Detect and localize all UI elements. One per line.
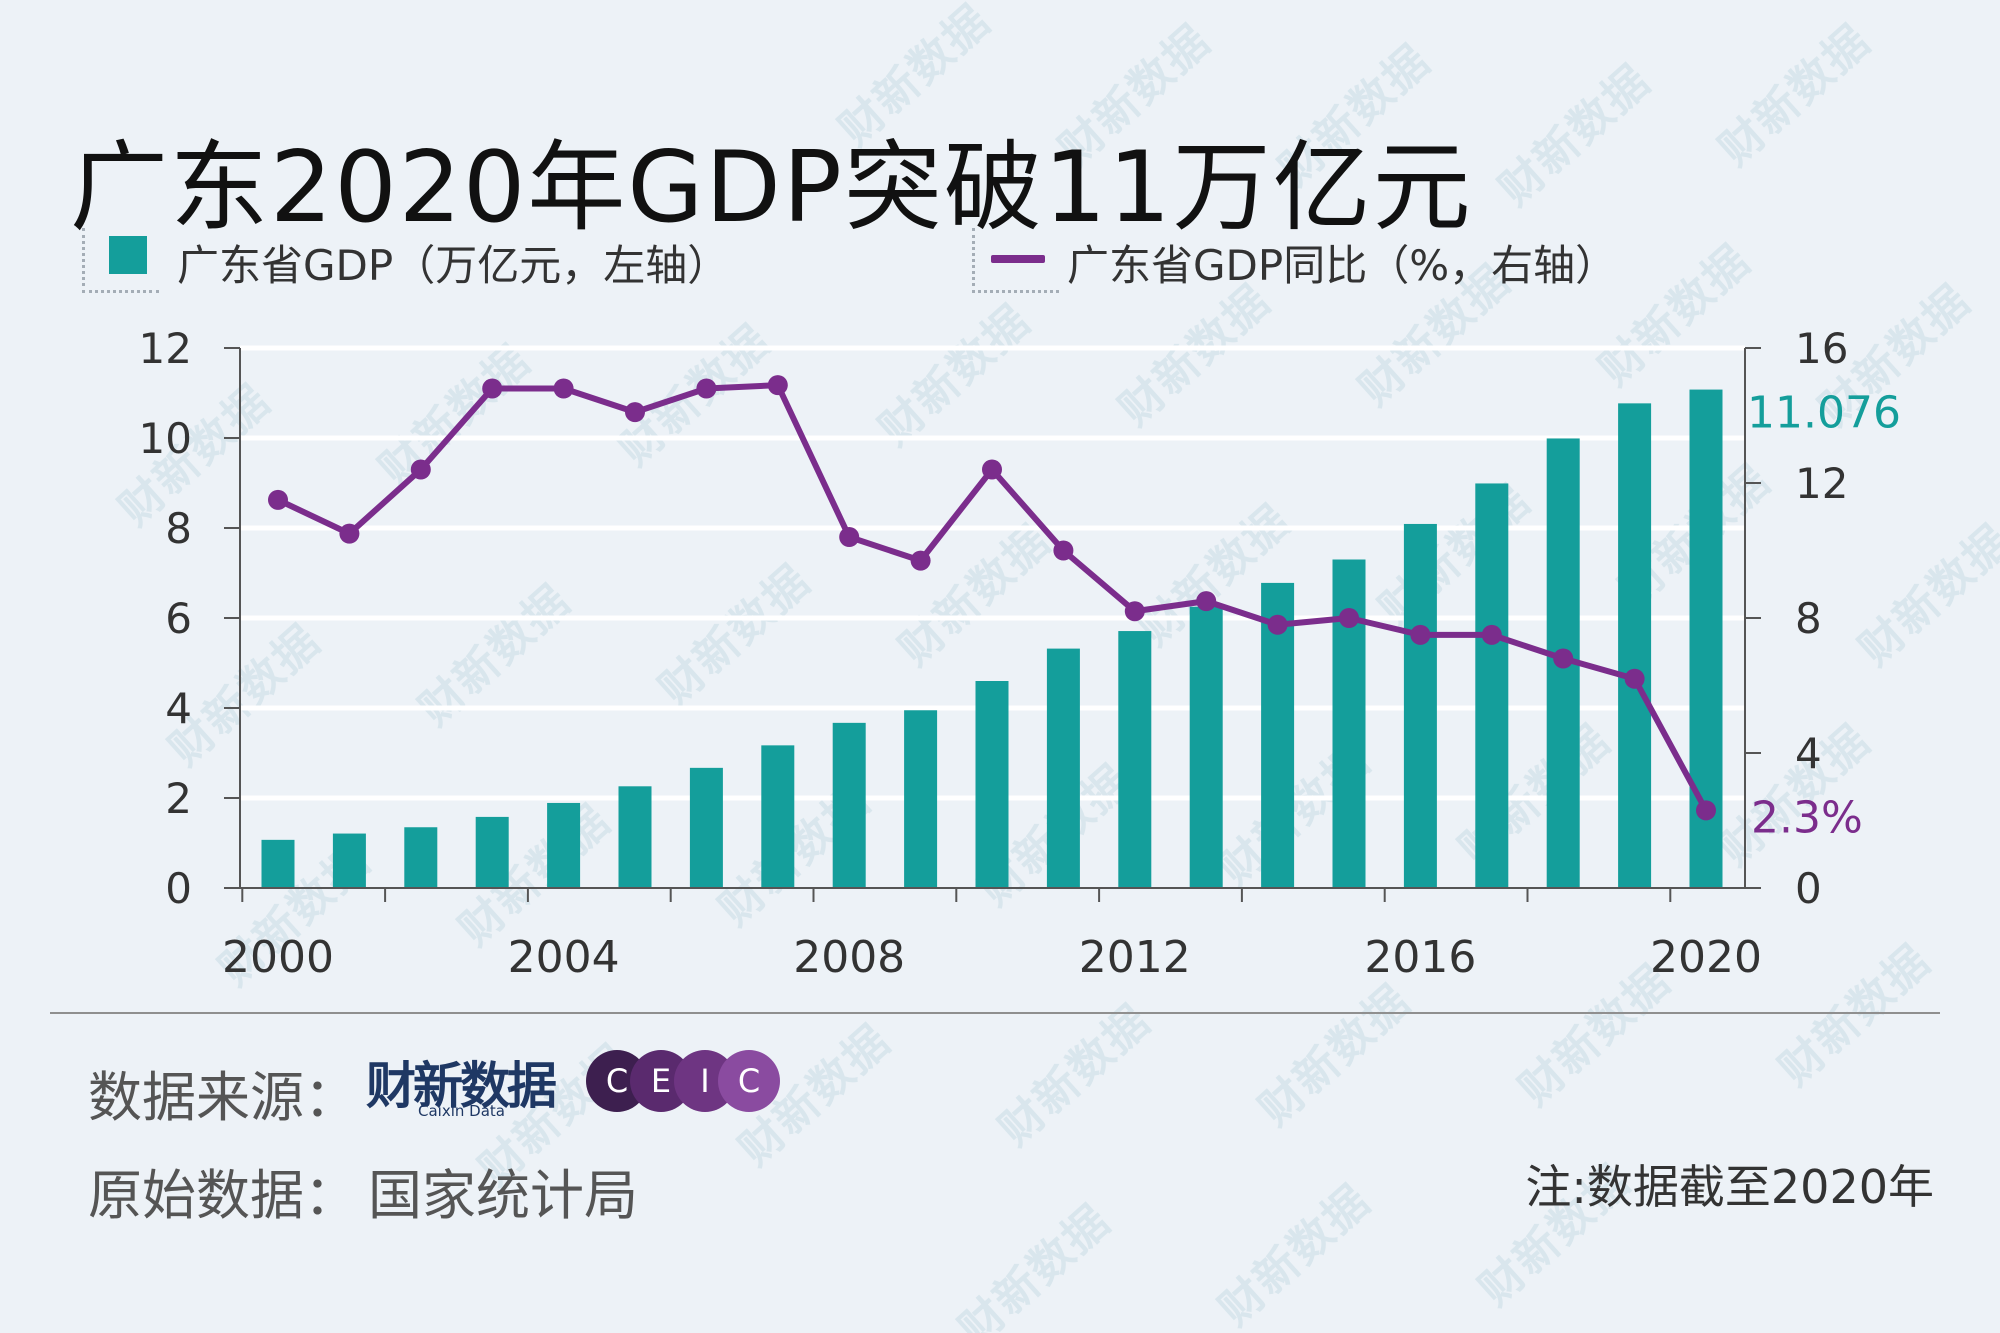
gdp-bar (832, 722, 866, 888)
x-axis-tick-label: 2000 (222, 932, 334, 983)
growth-point (1410, 624, 1431, 645)
growth-point (1053, 540, 1074, 561)
growth-point (1696, 800, 1716, 821)
legend-swatch-bar (109, 236, 147, 274)
gdp-bar (1403, 523, 1437, 888)
right-axis-tick-label: 4 (1795, 729, 1822, 778)
growth-point (1267, 614, 1288, 635)
bar-series (261, 389, 1723, 888)
footer-divider (50, 1012, 1940, 1014)
growth-point (625, 402, 645, 423)
caixin-logo-subtext: Caixin Data (418, 1102, 505, 1120)
right-axis-tick-label: 12 (1795, 459, 1848, 508)
growth-point (982, 459, 1002, 480)
gdp-bar (332, 833, 366, 888)
x-axis-tick-label: 2020 (1650, 932, 1762, 983)
data-label: 11.076 (1747, 388, 1901, 439)
legend-swatch-line (991, 255, 1045, 263)
left-axis-tick-label: 12 (139, 324, 192, 373)
left-axis-tick-label: 6 (165, 594, 192, 643)
gdp-bar (261, 839, 295, 888)
growth-point (839, 527, 860, 547)
source-label: 数据来源： (88, 1066, 358, 1129)
growth-point (767, 375, 788, 396)
left-axis-tick-label: 2 (165, 774, 192, 823)
gdp-bar (1189, 606, 1223, 888)
gdp-bar (404, 827, 438, 888)
gdp-bar (975, 681, 1009, 888)
line-series (268, 375, 1716, 821)
left-axis-tick-label: 8 (165, 504, 192, 553)
ceic-logo-letter: C (718, 1050, 780, 1112)
legend-label-growth: 广东省GDP同比（%，右轴） (1067, 241, 1618, 290)
gdp-bar (547, 802, 581, 888)
legend-item-growth: 广东省GDP同比（%，右轴） (972, 228, 1617, 293)
raw-data-source: 国家统计局 (368, 1164, 638, 1227)
growth-point (553, 378, 574, 399)
growth-point (1124, 601, 1145, 622)
raw-data-label: 原始数据： (88, 1164, 358, 1227)
growth-point (1196, 591, 1217, 612)
growth-point (1481, 624, 1502, 645)
gdp-bar (618, 786, 652, 888)
gdp-bar (904, 710, 938, 888)
tick-labels: 0 2 4 6 8 10 12 0 4 8 12 16 2000 2004 2008 2012 2016 2020… (139, 324, 1901, 983)
footnote: 注:数据截至2020年 (1525, 1160, 1934, 1214)
x-axis-tick-label: 2004 (508, 932, 620, 983)
left-axis-tick-label: 0 (165, 864, 192, 913)
growth-point (1339, 608, 1359, 628)
right-axis-tick-label: 0 (1795, 864, 1822, 913)
growth-point (410, 459, 431, 480)
left-axis-tick-label: 4 (165, 684, 192, 733)
legend-label-gdp: 广东省GDP（万亿元，左轴） (177, 241, 730, 290)
x-axis-tick-label: 2012 (1079, 932, 1191, 983)
x-axis-tick-label: 2016 (1364, 932, 1476, 983)
ceic-logo: C E I C (586, 1050, 786, 1114)
right-axis-tick-label: 8 (1795, 594, 1822, 643)
growth-point (696, 378, 717, 399)
gdp-bar (689, 767, 723, 888)
legend-item-gdp: 广东省GDP（万亿元，左轴） (82, 228, 729, 293)
growth-point (268, 489, 288, 510)
gdp-bar (1475, 483, 1509, 888)
left-axis-tick-label: 10 (139, 414, 192, 463)
x-axis-tick-label: 2008 (793, 932, 905, 983)
growth-point (1553, 648, 1574, 669)
growth-point (482, 378, 503, 399)
gdp-bar (475, 816, 509, 888)
axes (224, 347, 1761, 902)
data-label: 2.3% (1751, 792, 1863, 843)
gdp-bar (1618, 403, 1652, 888)
gdp-bar (1046, 648, 1080, 888)
gdp-bar (1118, 631, 1152, 888)
caixin-logo-text: 财新数据 (366, 1057, 557, 1115)
growth-point (910, 550, 931, 571)
growth-point (339, 523, 360, 544)
caixin-data-logo: 财新数据 Caixin Data (366, 1046, 557, 1122)
page-title: 广东2020年GDP突破11万亿元 (70, 131, 1473, 245)
growth-point (1624, 668, 1645, 689)
gdp-bar (761, 745, 795, 888)
right-axis-tick-label: 16 (1795, 324, 1848, 373)
